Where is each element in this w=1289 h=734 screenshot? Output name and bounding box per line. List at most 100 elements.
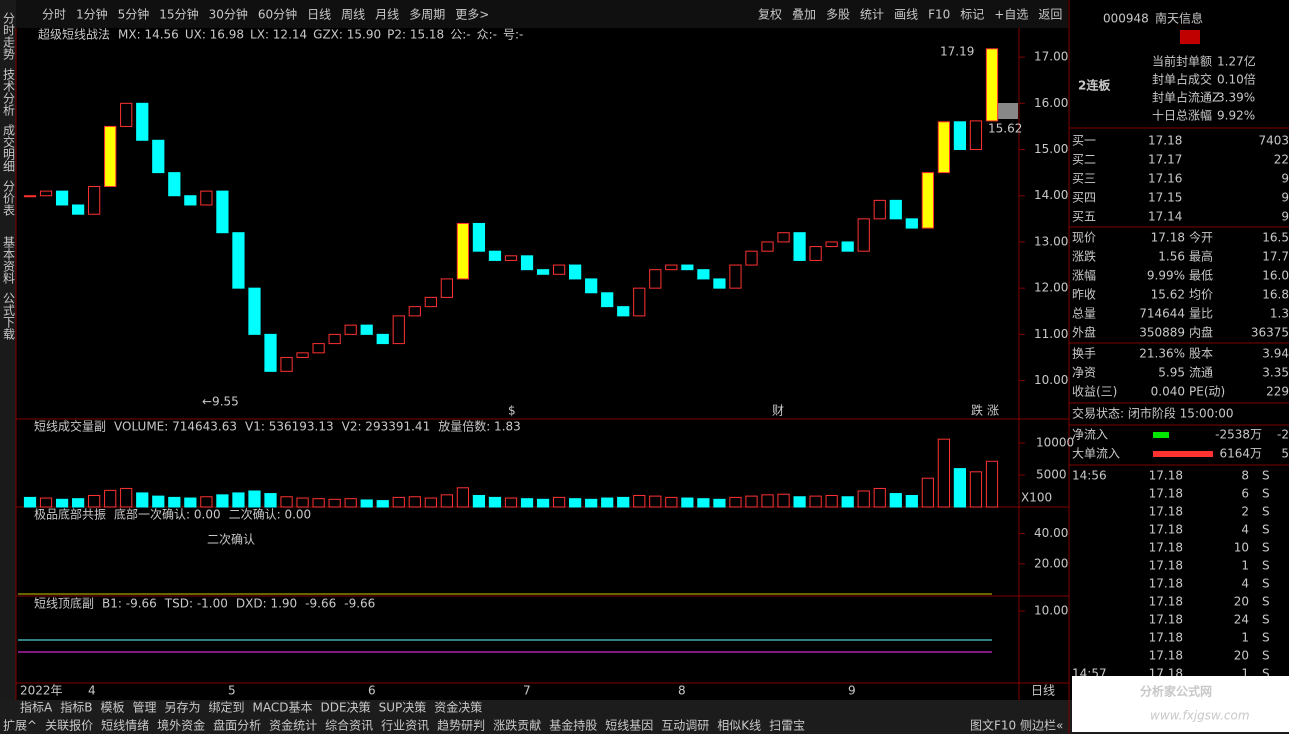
toolbar bbox=[16, 0, 1068, 28]
period-tab[interactable]: 30分钟 bbox=[209, 7, 248, 22]
tick-side: S bbox=[1262, 523, 1270, 537]
tick-volume: 1 bbox=[1241, 667, 1249, 681]
readout: VOLUME: 714643.63 bbox=[114, 420, 237, 434]
date-label: 5 bbox=[228, 684, 236, 698]
volume-bar bbox=[937, 438, 950, 508]
logo-bg bbox=[1072, 676, 1289, 732]
toolbar-action[interactable]: 统计 bbox=[860, 8, 884, 22]
tick-price: 17.18 bbox=[1149, 487, 1183, 501]
order-volume: 7403 bbox=[1258, 134, 1289, 148]
y-tick-label: 10000 bbox=[1036, 436, 1074, 450]
candle bbox=[729, 264, 742, 289]
indicator-value: 众:- bbox=[477, 28, 497, 42]
candle bbox=[761, 241, 774, 252]
quote-value: 21.36% bbox=[1139, 347, 1185, 361]
indicator-tab[interactable]: 指标A bbox=[20, 700, 53, 715]
footer-tab[interactable]: 关联报价 bbox=[45, 718, 93, 733]
tick-price: 17.18 bbox=[1149, 541, 1183, 555]
volume-bar bbox=[104, 489, 117, 508]
toolbar-action[interactable]: 叠加 bbox=[792, 8, 816, 22]
volume-bar bbox=[697, 498, 710, 508]
volume-bar bbox=[585, 498, 598, 508]
period-tab[interactable]: 周线 bbox=[341, 8, 365, 22]
indicator-tab[interactable]: 管理 bbox=[132, 700, 156, 715]
indicator-tab[interactable]: 另存为 bbox=[164, 701, 200, 715]
toolbar-action[interactable]: 标记 bbox=[960, 8, 984, 22]
footer-tab[interactable]: 相似K线 bbox=[717, 719, 761, 733]
footer-tab[interactable]: 综合资讯 bbox=[325, 718, 373, 733]
y-tick-label: 40.00 bbox=[1034, 526, 1068, 540]
period-tab[interactable]: 15分钟 bbox=[159, 7, 198, 22]
side-tab[interactable]: 分价表 bbox=[2, 180, 16, 216]
tick-price: 17.18 bbox=[1149, 523, 1183, 537]
side-tab[interactable]: 公式下载 bbox=[2, 292, 16, 341]
candle bbox=[136, 102, 149, 141]
volume-bar bbox=[248, 490, 261, 508]
toolbar-action[interactable]: 多股 bbox=[826, 8, 850, 22]
collapse-button[interactable] bbox=[1180, 30, 1200, 44]
flow-label: 大单流入 bbox=[1072, 447, 1120, 461]
footer-tab[interactable]: 行业资讯 bbox=[381, 719, 429, 733]
footer-tab[interactable]: 境外资金 bbox=[157, 718, 205, 733]
toolbar-action[interactable]: 返回 bbox=[1038, 8, 1062, 22]
toolbar-action[interactable]: 复权 bbox=[758, 8, 782, 22]
footer-tab[interactable]: 资金统计 bbox=[269, 718, 317, 733]
candle bbox=[248, 287, 261, 335]
indicator-tab[interactable]: 模板 bbox=[100, 701, 124, 715]
indicator-tab[interactable]: 资金决策 bbox=[434, 700, 482, 715]
period-tab[interactable]: 分时 bbox=[42, 8, 66, 22]
volume-bar bbox=[889, 493, 902, 508]
side-tab[interactable]: 技术分析 bbox=[2, 68, 16, 117]
indicator-tab[interactable]: SUP决策 bbox=[379, 701, 427, 715]
volume-bar bbox=[296, 497, 309, 508]
date-label: 8 bbox=[678, 684, 686, 698]
indicator-tab[interactable]: DDE决策 bbox=[321, 701, 371, 715]
footer-tab[interactable]: 盘面分析 bbox=[213, 718, 261, 733]
period-tab[interactable]: 月线 bbox=[375, 8, 399, 22]
unit: X100 bbox=[1021, 491, 1052, 505]
y-tick-label: 10.00 bbox=[1034, 604, 1068, 618]
order-label: 买四 bbox=[1072, 191, 1096, 205]
toolbar-action[interactable]: F10 bbox=[928, 8, 950, 22]
period-tab[interactable]: 5分钟 bbox=[118, 7, 150, 22]
tick-volume: 8 bbox=[1241, 469, 1249, 483]
footer-tab[interactable]: 趋势研判 bbox=[437, 719, 485, 733]
footer-tab[interactable]: 基金持股 bbox=[549, 718, 597, 733]
footer-tab[interactable]: 扫雷宝 bbox=[769, 719, 805, 733]
period-tab[interactable]: 多周期 bbox=[409, 8, 445, 22]
readout: V1: 536193.13 bbox=[245, 420, 334, 434]
side-tab[interactable]: 成交明细 bbox=[2, 124, 16, 172]
candle bbox=[873, 199, 886, 220]
indicator-tab[interactable]: MACD基本 bbox=[253, 701, 313, 715]
quote-value: 1.3 bbox=[1270, 307, 1289, 321]
flow-value: 5 bbox=[1281, 447, 1289, 461]
quote-value: 36375 bbox=[1251, 326, 1289, 340]
volume-bar bbox=[312, 498, 325, 508]
period-tab[interactable]: 更多> bbox=[455, 8, 489, 22]
toolbar-action[interactable]: +自选 bbox=[994, 8, 1028, 22]
quote-label: 收益(三) bbox=[1072, 385, 1117, 399]
period-tab[interactable]: 1分钟 bbox=[76, 7, 108, 22]
footer-tab[interactable]: 涨跌贡献 bbox=[493, 718, 541, 733]
indicator-tab[interactable]: 指标B bbox=[60, 700, 92, 715]
candle bbox=[713, 278, 726, 289]
footer-tab[interactable]: 扩展^ bbox=[3, 719, 37, 733]
side-tab[interactable]: 分时走势 bbox=[2, 12, 16, 60]
volume-bar bbox=[873, 487, 886, 508]
footer-tab[interactable]: 互动调研 bbox=[661, 719, 709, 733]
quote-value: 3.94 bbox=[1262, 347, 1289, 361]
readout: V2: 293391.41 bbox=[342, 420, 431, 434]
period-tab[interactable]: 日线 bbox=[307, 8, 331, 22]
candle bbox=[825, 241, 838, 248]
tick-volume: 24 bbox=[1234, 613, 1249, 627]
quote-label: 总量 bbox=[1072, 307, 1096, 321]
indicator-tab[interactable]: 绑定到 bbox=[209, 700, 245, 715]
footer-tab[interactable]: 短线基因 bbox=[605, 719, 653, 733]
footer-right[interactable]: 图文F10 侧边栏« bbox=[970, 718, 1063, 733]
footer-tab[interactable]: 短线情绪 bbox=[101, 719, 149, 733]
volume-bar bbox=[536, 498, 550, 508]
side-tab[interactable]: 基本资料 bbox=[2, 236, 16, 284]
period-tab[interactable]: 60分钟 bbox=[258, 7, 297, 22]
toolbar-action[interactable]: 画线 bbox=[894, 8, 918, 22]
